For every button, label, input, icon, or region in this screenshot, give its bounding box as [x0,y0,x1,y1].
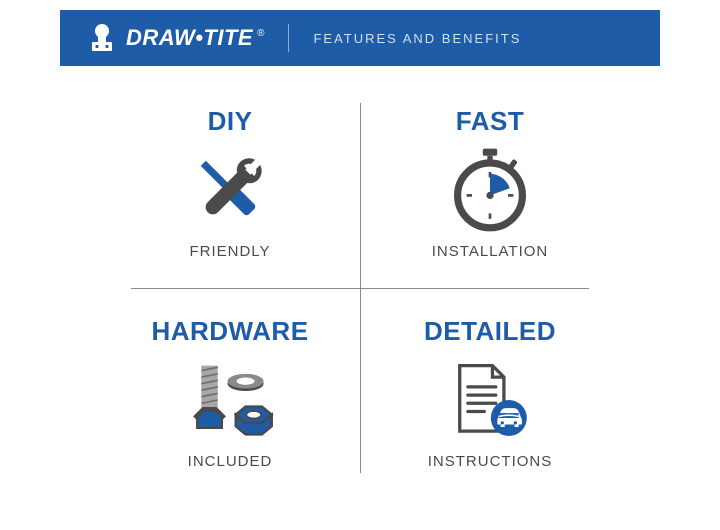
brand-logo: DRAW•TITE ® [88,23,264,53]
feature-sub: FRIENDLY [189,243,270,260]
feature-title: DETAILED [424,316,556,347]
doc-car-icon [445,355,535,445]
bolt-nut-icon [185,355,275,445]
features-grid: DIY FRIENDLY FAST [100,78,620,498]
feature-cell-detailed: DETAILED INSTRUCTIONS [360,288,620,498]
feature-title: FAST [456,106,524,137]
grid-divider-horizontal [131,288,589,289]
feature-title: DIY [208,106,253,137]
brand-name: DRAW•TITE [126,25,253,51]
tools-icon [185,145,275,235]
header-separator [288,24,289,52]
hitch-ball-icon [88,23,116,53]
feature-sub: INSTRUCTIONS [428,453,553,470]
header-tagline: FEATURES AND BENEFITS [313,31,521,46]
feature-title: HARDWARE [151,316,308,347]
stopwatch-icon [445,145,535,235]
feature-cell-fast: FAST INSTALLATION [360,78,620,288]
feature-sub: INSTALLATION [432,243,548,260]
feature-cell-hardware: HARDWARE [100,288,360,498]
feature-sub: INCLUDED [188,453,273,470]
header-banner: DRAW•TITE ® FEATURES AND BENEFITS [60,10,660,66]
feature-cell-diy: DIY FRIENDLY [100,78,360,288]
registered-mark: ® [257,28,264,39]
